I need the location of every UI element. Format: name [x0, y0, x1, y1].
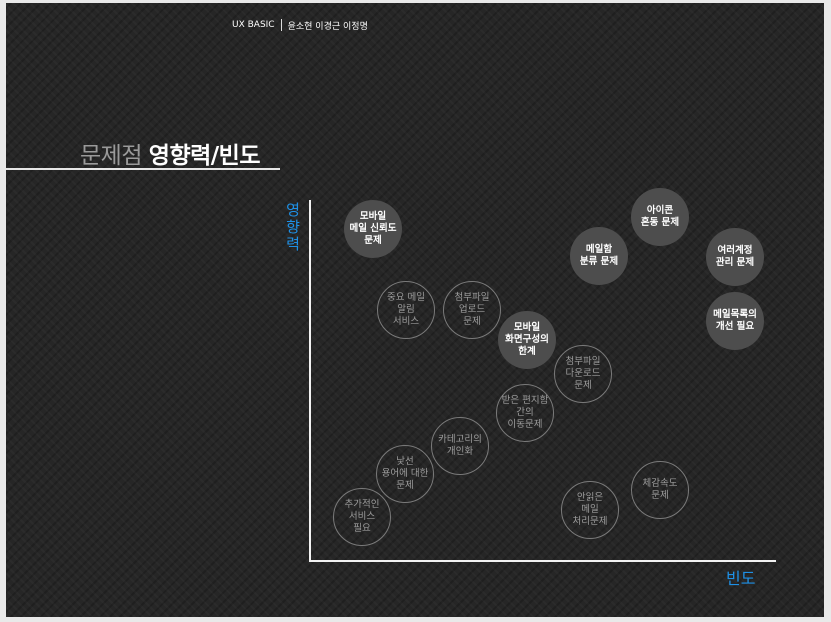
issue-label: 모바일 화면구성의 한계 — [505, 322, 549, 357]
issue-label: 추가적인 서비스 필요 — [344, 499, 380, 534]
issue-bubble-mailbox-classification: 메일함 분류 문제 — [570, 227, 628, 285]
y-axis-label-char: 향 — [286, 218, 300, 236]
slide: UX BASIC 윤소현 이경근 이정명 문제점 영향력/빈도 영 향 력 빈도… — [6, 3, 824, 617]
slide-header: UX BASIC 윤소현 이경근 이정명 — [232, 18, 368, 32]
issue-bubble-attachment-download: 첨부파일 다운로드 문제 — [554, 345, 612, 403]
course-name: UX BASIC — [232, 20, 275, 30]
slide-title: 문제점 영향력/빈도 — [80, 136, 261, 170]
issue-label: 첨부파일 다운로드 문제 — [565, 356, 601, 391]
author-names: 윤소현 이경근 이정명 — [287, 21, 368, 32]
issue-bubble-perceived-speed: 체감속도 문제 — [631, 461, 689, 519]
y-axis-label-char: 력 — [286, 235, 300, 253]
issue-label: 낯선 용어에 대한 문제 — [381, 456, 429, 491]
issue-label: 첨부파일 업로드 문제 — [454, 292, 490, 327]
y-axis-label-char: 영 — [286, 201, 300, 219]
issue-bubble-inbox-move: 받은 편지함 간의 이동문제 — [496, 384, 554, 442]
title-underline — [6, 168, 280, 170]
issue-bubble-unfamiliar-terms: 낯선 용어에 대한 문제 — [376, 445, 434, 503]
issue-bubble-category-personalize: 카테고리의 개인화 — [431, 417, 489, 475]
issue-label: 여러계정 관리 문제 — [715, 245, 755, 268]
y-axis-line — [309, 200, 311, 562]
issue-bubble-mobile-layout-limit: 모바일 화면구성의 한계 — [498, 311, 556, 369]
y-axis-label: 영 향 력 — [284, 202, 302, 253]
issue-label: 모바일 메일 신뢰도 문제 — [349, 211, 397, 246]
issue-bubble-mail-list-improvement: 메일목록의 개선 필요 — [706, 292, 764, 350]
issue-label: 메일함 분류 문제 — [579, 244, 619, 267]
header-divider — [280, 19, 282, 31]
issue-bubble-unread-mail: 안읽은 메일 처리문제 — [561, 481, 619, 539]
issue-label: 아이콘 혼동 문제 — [640, 205, 680, 228]
issue-label: 중요 메일 알림 서비스 — [387, 292, 425, 327]
issue-label: 체감속도 문제 — [642, 478, 678, 501]
issue-bubble-multi-account: 여러계정 관리 문제 — [706, 228, 764, 286]
issue-bubble-important-mail-alert: 중요 메일 알림 서비스 — [377, 281, 435, 339]
issue-label: 안읽은 메일 처리문제 — [572, 492, 608, 527]
issue-bubble-attachment-upload: 첨부파일 업로드 문제 — [443, 281, 501, 339]
issue-bubble-additional-service: 추가적인 서비스 필요 — [333, 488, 391, 546]
x-axis-label: 빈도 — [726, 569, 756, 588]
title-part-problem: 문제점 — [80, 143, 142, 169]
issue-label: 카테고리의 개인화 — [438, 434, 482, 457]
issue-bubble-icon-confusion: 아이콘 혼동 문제 — [631, 188, 689, 246]
issue-label: 받은 편지함 간의 이동문제 — [501, 395, 549, 430]
issue-label: 메일목록의 개선 필요 — [713, 309, 757, 332]
title-part-impact-frequency: 영향력/빈도 — [148, 143, 261, 169]
issue-bubble-mobile-mail-reliability: 모바일 메일 신뢰도 문제 — [344, 200, 402, 258]
x-axis-line — [310, 560, 776, 562]
